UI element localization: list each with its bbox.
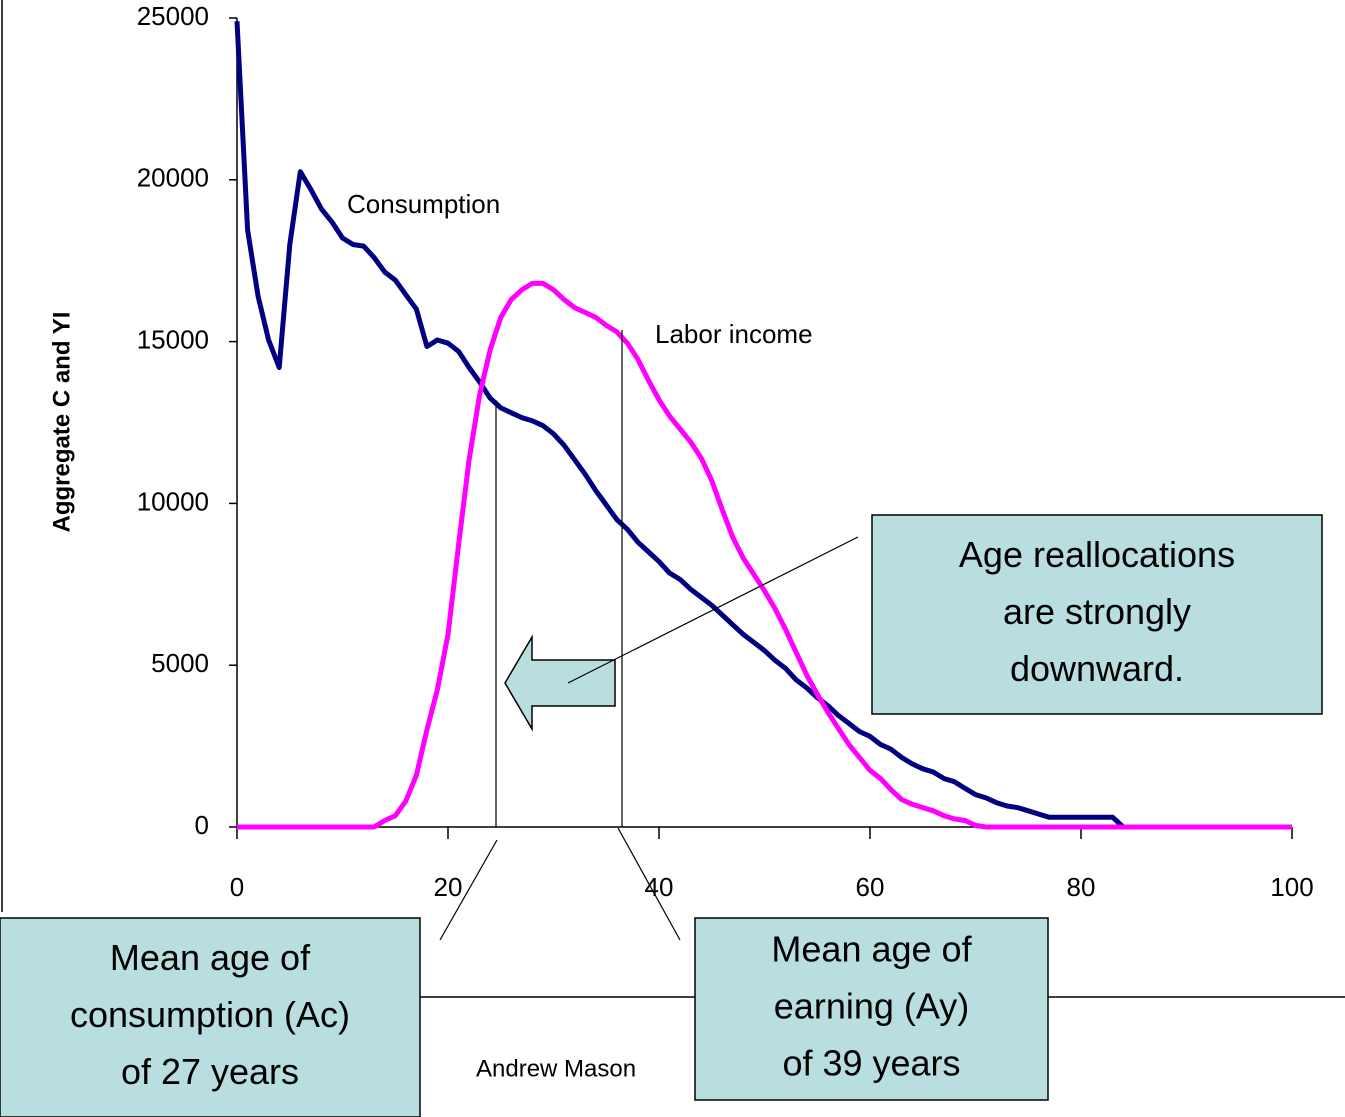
series-label: Consumption xyxy=(347,189,500,219)
y-tick-label: 10000 xyxy=(137,486,209,516)
text-box-line: Age reallocations xyxy=(959,534,1235,575)
x-tick-label: 100 xyxy=(1270,872,1313,902)
text-box-line: Mean age of xyxy=(771,929,972,970)
x-tick-label: 80 xyxy=(1067,872,1096,902)
text-box-line: of 39 years xyxy=(782,1043,960,1084)
y-tick-label: 20000 xyxy=(137,163,209,193)
callout-line xyxy=(617,827,681,941)
series-line xyxy=(237,280,1292,830)
text-box xyxy=(694,917,1049,1101)
text-box xyxy=(0,917,421,1117)
y-tick-label: 25000 xyxy=(137,1,209,31)
plot-area: 0 5000 10000 15000 20000 25000 0 20 40 60 80 100 Con… xyxy=(137,1,1314,902)
callout-line xyxy=(439,839,498,941)
x-tick-label: 20 xyxy=(434,872,463,902)
footer: Andrew Mason xyxy=(476,1055,636,1082)
arrow xyxy=(504,634,616,732)
text-boxes: Age reallocations are strongly downward. Me… xyxy=(0,514,1323,1117)
text-box-line: downward. xyxy=(1010,648,1184,689)
callout-line xyxy=(567,536,859,684)
y-tick-label: 5000 xyxy=(151,648,209,678)
text-box-line: of 27 years xyxy=(121,1051,299,1092)
series-label: Labor income xyxy=(655,319,813,349)
text-box-line: consumption (Ac) xyxy=(70,994,350,1035)
x-tick-label: 40 xyxy=(645,872,674,902)
text-box-line: are strongly xyxy=(1003,591,1191,632)
series-line xyxy=(234,21,1292,830)
y-axis-label: Aggregate C and YI xyxy=(48,312,75,533)
x-tick-label: 60 xyxy=(856,872,885,902)
x-tick-label: 0 xyxy=(230,872,244,902)
text-box xyxy=(871,514,1323,715)
text-box-line: earning (Ay) xyxy=(774,986,969,1027)
text-box-line: Mean age of xyxy=(110,937,311,978)
y-tick-label: 15000 xyxy=(137,324,209,354)
y-tick-label: 0 xyxy=(195,810,209,840)
